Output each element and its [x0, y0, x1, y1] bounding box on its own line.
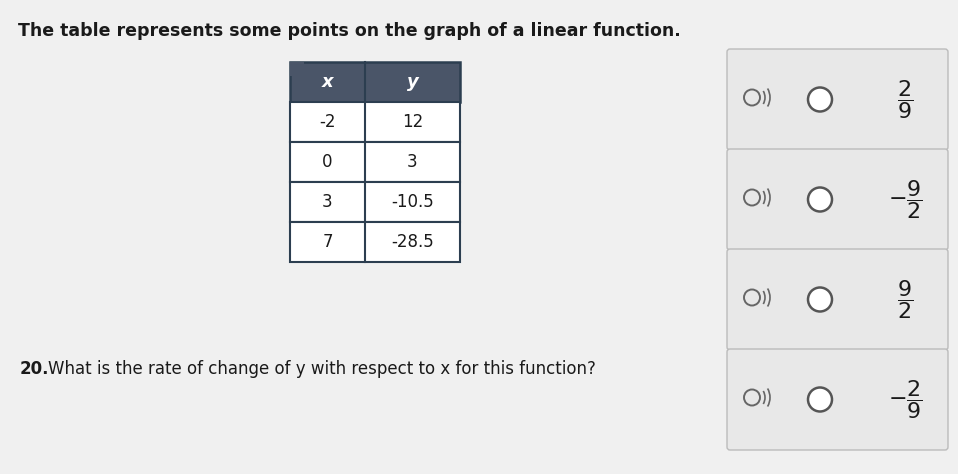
FancyBboxPatch shape — [290, 182, 460, 222]
Circle shape — [808, 188, 832, 211]
FancyBboxPatch shape — [727, 249, 948, 350]
Text: 3: 3 — [322, 193, 332, 211]
Circle shape — [808, 288, 832, 311]
Text: What is the rate of change of y with respect to x for this function?: What is the rate of change of y with res… — [48, 360, 596, 378]
Text: $\dfrac{9}{2}$: $\dfrac{9}{2}$ — [897, 278, 913, 321]
Text: -10.5: -10.5 — [391, 193, 434, 211]
FancyBboxPatch shape — [727, 149, 948, 250]
FancyBboxPatch shape — [290, 62, 460, 102]
FancyBboxPatch shape — [727, 49, 948, 150]
Text: -28.5: -28.5 — [391, 233, 434, 251]
Text: $\dfrac{2}{9}$: $\dfrac{2}{9}$ — [897, 78, 913, 121]
Text: x: x — [322, 73, 333, 91]
Text: 0: 0 — [322, 153, 332, 171]
Polygon shape — [290, 62, 304, 76]
FancyBboxPatch shape — [290, 142, 460, 182]
Circle shape — [808, 88, 832, 111]
Text: y: y — [406, 73, 419, 91]
Text: $-\dfrac{2}{9}$: $-\dfrac{2}{9}$ — [888, 378, 923, 421]
Circle shape — [808, 388, 832, 411]
Text: The table represents some points on the graph of a linear function.: The table represents some points on the … — [18, 22, 681, 40]
FancyBboxPatch shape — [727, 349, 948, 450]
Text: 12: 12 — [401, 113, 423, 131]
Text: 3: 3 — [407, 153, 418, 171]
FancyBboxPatch shape — [290, 102, 460, 142]
Text: $-\dfrac{9}{2}$: $-\dfrac{9}{2}$ — [888, 178, 923, 221]
FancyBboxPatch shape — [290, 222, 460, 262]
Text: 7: 7 — [322, 233, 332, 251]
Text: -2: -2 — [319, 113, 335, 131]
Text: 20.: 20. — [20, 360, 50, 378]
